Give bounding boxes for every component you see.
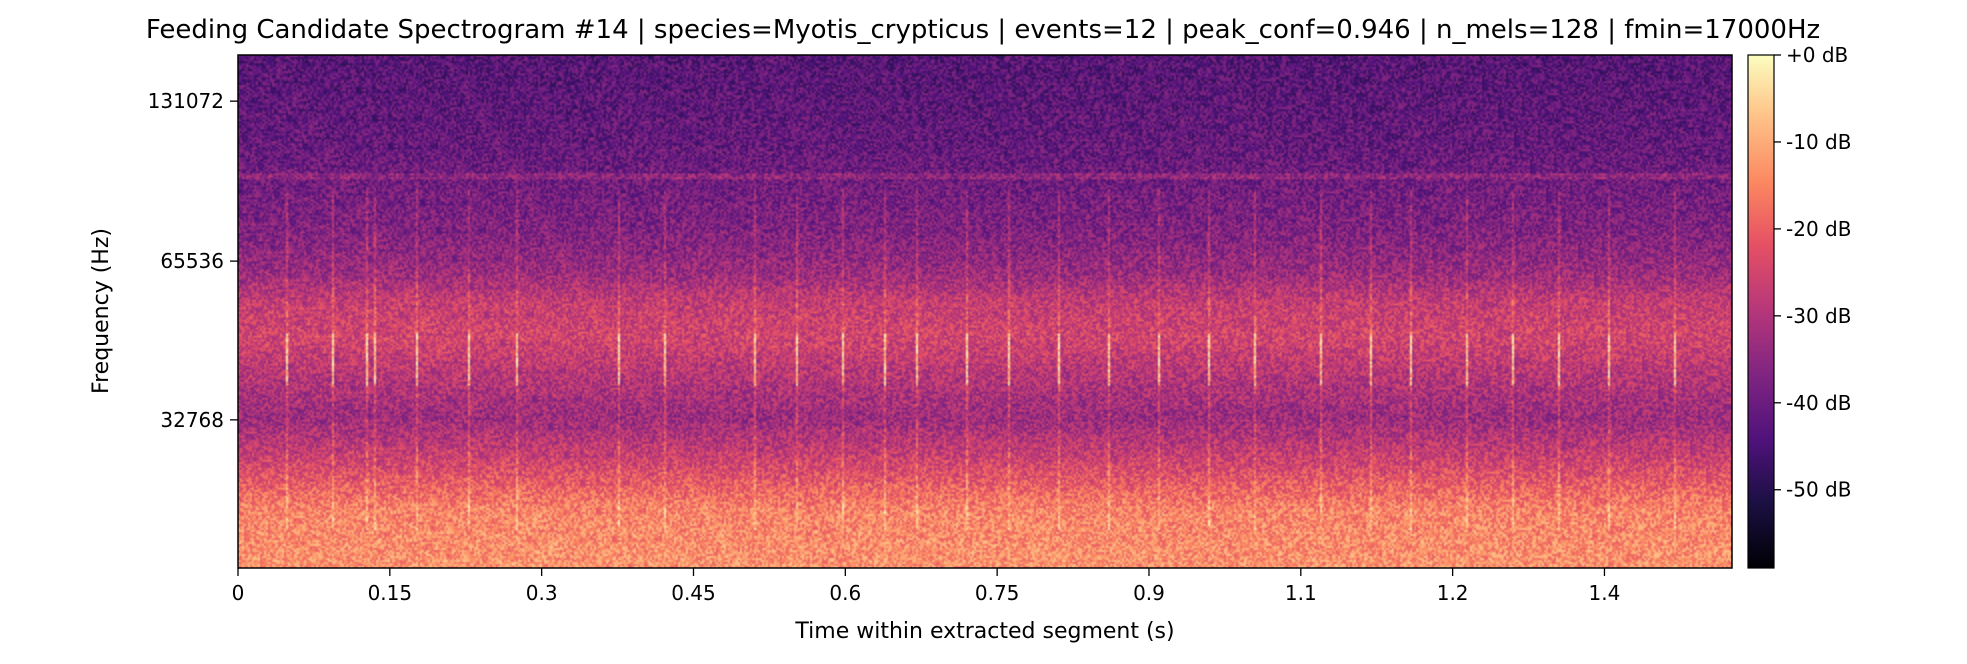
colorbar-ticks: +0 dB -10 dB -20 dB -30 dB -40 dB -50 dB — [1774, 43, 1851, 502]
x-tick-label: 0.45 — [671, 581, 716, 605]
chart-title: Feeding Candidate Spectrogram #14 | spec… — [146, 15, 1820, 45]
plot-frame — [237, 54, 1733, 569]
colorbar-tick-label: -10 dB — [1786, 130, 1851, 154]
x-tick-label: 0.15 — [368, 581, 413, 605]
x-tick-label: 1.2 — [1437, 581, 1469, 605]
x-axis-label: Time within extracted segment (s) — [794, 619, 1174, 644]
y-tick-label: 32768 — [160, 408, 224, 432]
x-tick-label: 0.3 — [526, 581, 558, 605]
colorbar-gradient — [1747, 54, 1775, 569]
x-axis: 0 0.15 0.3 0.45 0.6 0.75 0.9 1.1 1.2 1.4 — [232, 568, 1621, 605]
x-tick-label: 0.75 — [975, 581, 1020, 605]
x-tick-label: 0.6 — [829, 581, 861, 605]
colorbar: +0 dB -10 dB -20 dB -30 dB -40 dB -50 dB — [1747, 43, 1851, 569]
x-tick-label: 0 — [232, 581, 245, 605]
x-tick-label: 1.4 — [1589, 581, 1621, 605]
spectrogram-heatmap — [238, 55, 1732, 568]
plot-area — [237, 54, 1733, 569]
colorbar-tick-label: -30 dB — [1786, 304, 1851, 328]
colorbar-tick-label: -50 dB — [1786, 478, 1851, 502]
y-tick-label: 131072 — [148, 89, 224, 113]
x-tick-label: 0.9 — [1133, 581, 1165, 605]
colorbar-tick-label: -40 dB — [1786, 391, 1851, 415]
colorbar-tick-label: +0 dB — [1786, 43, 1848, 67]
y-tick-label: 65536 — [160, 249, 224, 273]
colorbar-tick-label: -20 dB — [1786, 217, 1851, 241]
y-axis-label: Frequency (Hz) — [89, 228, 114, 394]
x-tick-label: 1.1 — [1285, 581, 1317, 605]
y-axis: 32768 65536 131072 — [148, 89, 238, 432]
